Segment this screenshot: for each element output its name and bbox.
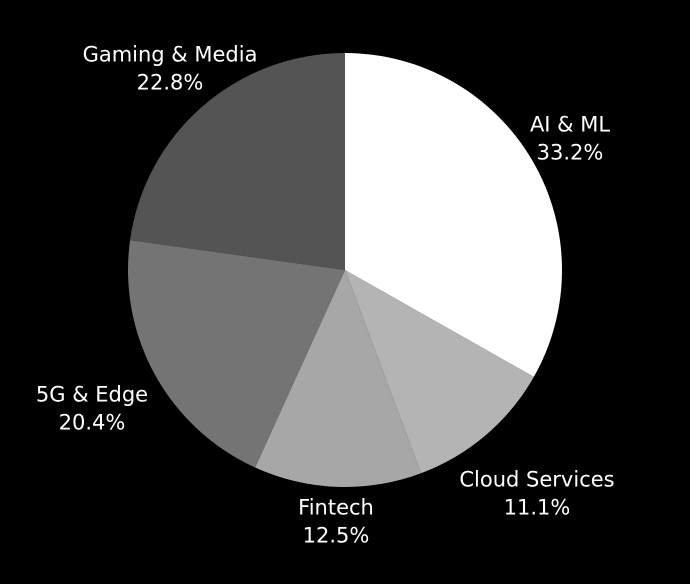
- pie-slice-gaming-media: [130, 52, 345, 271]
- pie-slice-fintech: [255, 270, 422, 487]
- pie-slice-5g-edge: [128, 240, 345, 468]
- pie-slice-ai-ml: [345, 53, 562, 377]
- pie-slice-cloud-services: [345, 270, 534, 474]
